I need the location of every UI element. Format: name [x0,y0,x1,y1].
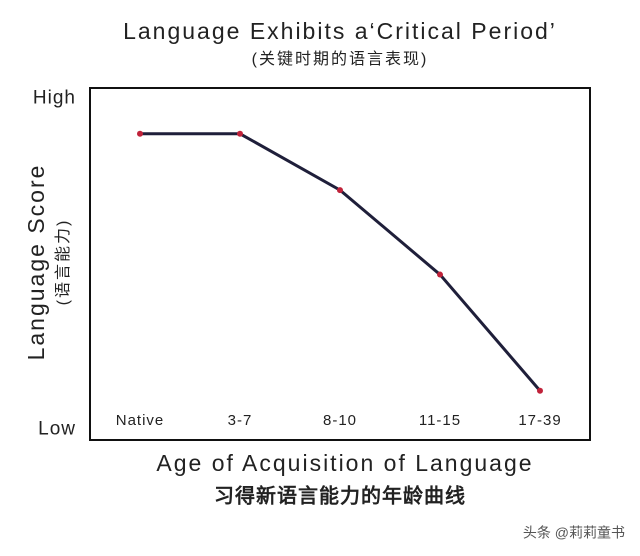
data-point [437,271,443,278]
x-tick-label: 3-7 [228,412,253,429]
data-point [237,130,243,137]
x-tick-label: Native [116,412,165,429]
plot-frame [89,87,591,441]
chart-subtitle: (关键时期的语言表现) [252,50,429,68]
y-axis-label: Language Score [23,164,49,361]
y-tick-label: High [33,88,76,109]
y-tick-label: Low [38,418,76,439]
data-line [140,132,542,392]
chart-title: Language Exhibits a‘Critical Period’ [123,18,557,44]
data-point [537,387,543,394]
watermark: 头条 @莉莉童书 [523,525,625,541]
x-tick-label: 11-15 [419,412,461,429]
x-axis-label-cn: 习得新语言能力的年龄曲线 [214,483,466,507]
x-tick-label: 8-10 [323,412,357,429]
x-axis-label: Age of Acquisition of Language [156,450,533,476]
y-axis-label-cn: (语言能力) [54,219,72,306]
data-point [137,130,143,137]
data-point [337,187,343,194]
x-tick-label: 17-39 [518,412,561,429]
